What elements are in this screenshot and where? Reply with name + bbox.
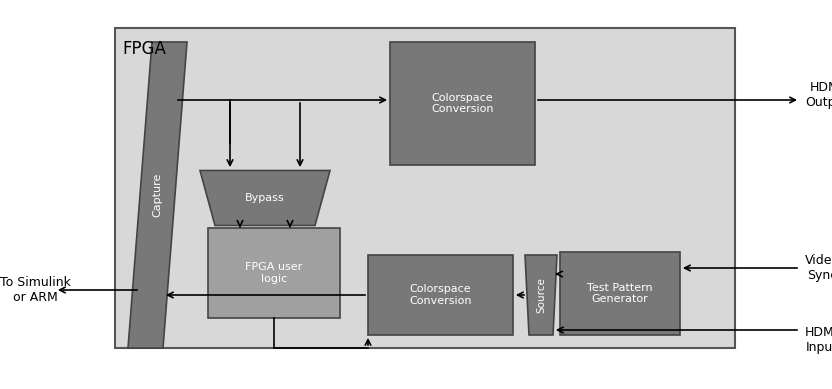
Text: To Simulink
or ARM: To Simulink or ARM xyxy=(0,276,71,304)
Polygon shape xyxy=(525,255,557,335)
Text: Video
Sync: Video Sync xyxy=(805,254,832,282)
Text: FPGA: FPGA xyxy=(122,40,166,58)
Text: Capture: Capture xyxy=(152,173,162,217)
Text: HDMI
Output: HDMI Output xyxy=(805,81,832,109)
Polygon shape xyxy=(128,42,187,348)
Bar xyxy=(368,255,513,335)
Bar xyxy=(115,28,735,348)
Text: FPGA user
logic: FPGA user logic xyxy=(245,262,303,284)
Bar xyxy=(560,252,680,335)
Text: Colorspace
Conversion: Colorspace Conversion xyxy=(431,93,493,114)
Text: Source: Source xyxy=(536,277,546,313)
Text: HDMI
Input: HDMI Input xyxy=(805,326,832,354)
Text: Test Pattern
Generator: Test Pattern Generator xyxy=(587,283,653,304)
Polygon shape xyxy=(200,170,330,226)
Bar xyxy=(390,42,535,165)
Text: Bypass: Bypass xyxy=(245,193,285,203)
Bar xyxy=(208,228,340,318)
Text: Colorspace
Conversion: Colorspace Conversion xyxy=(409,284,472,306)
